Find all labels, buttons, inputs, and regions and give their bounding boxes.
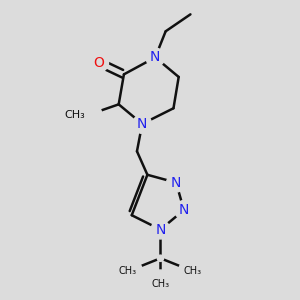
Circle shape <box>157 255 164 261</box>
Text: N: N <box>171 176 181 190</box>
Circle shape <box>175 201 193 219</box>
Text: CH₃: CH₃ <box>184 266 202 276</box>
Circle shape <box>167 173 185 192</box>
Text: CH₃: CH₃ <box>119 266 137 276</box>
Circle shape <box>76 102 102 128</box>
Text: O: O <box>94 56 105 70</box>
Circle shape <box>146 270 175 299</box>
Circle shape <box>113 257 142 286</box>
Circle shape <box>179 257 207 286</box>
Text: N: N <box>137 117 147 131</box>
Text: CH₃: CH₃ <box>64 110 85 120</box>
Circle shape <box>146 48 165 67</box>
Text: N: N <box>150 50 160 64</box>
Text: N: N <box>155 223 166 237</box>
Text: CH₃: CH₃ <box>152 279 169 289</box>
Text: N: N <box>179 203 189 217</box>
Circle shape <box>90 53 109 72</box>
Circle shape <box>151 220 170 239</box>
Circle shape <box>133 115 152 133</box>
